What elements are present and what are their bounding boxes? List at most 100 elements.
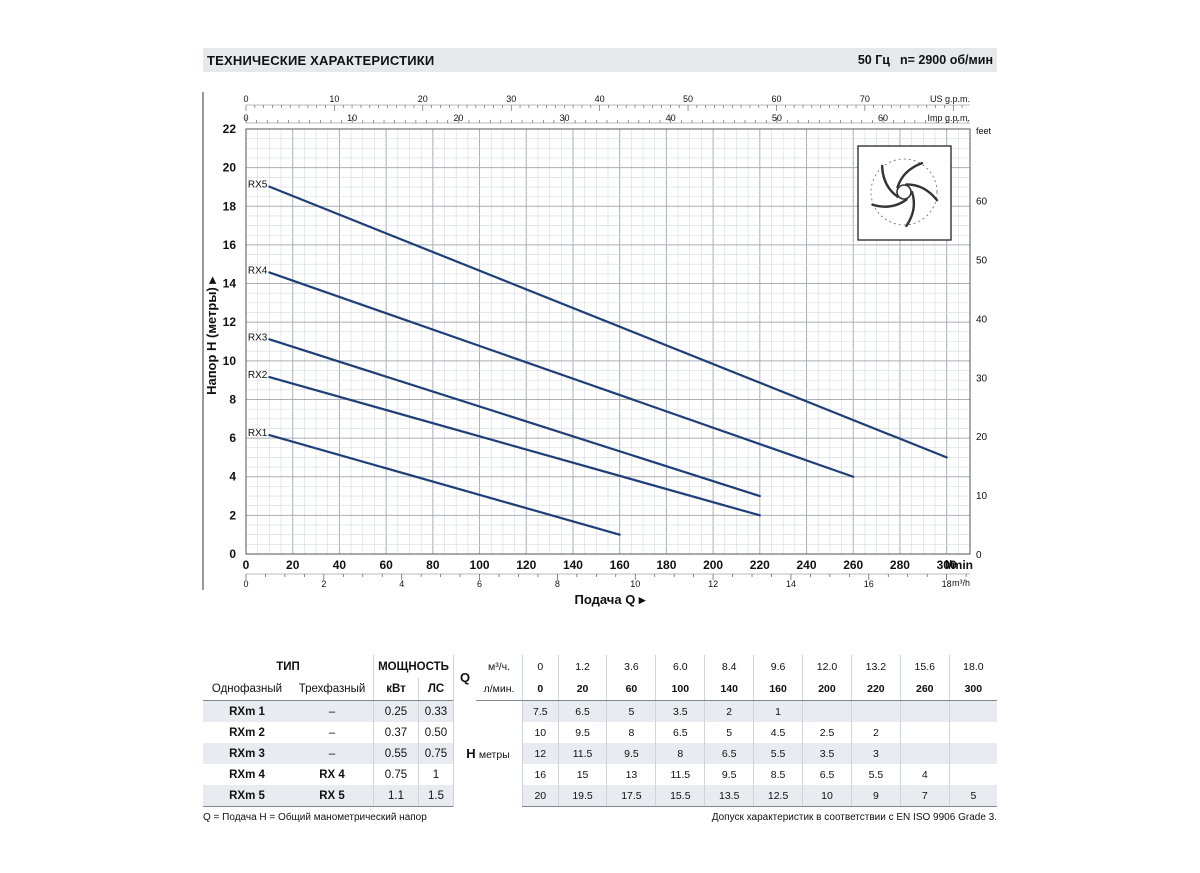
m3h-tick-label: 16 xyxy=(864,579,874,589)
model-single: RXm 5 xyxy=(203,785,291,807)
usgpm-tick-label: 0 xyxy=(243,94,248,104)
h-value: 5 xyxy=(948,785,997,807)
h-value: 2 xyxy=(850,722,901,743)
m3h-tick-label: 14 xyxy=(786,579,796,589)
m3h-unit-label: m³/h xyxy=(952,578,970,588)
h-value: 2.5 xyxy=(802,722,852,743)
h-value xyxy=(850,700,901,722)
q-m3-3: 6.0 xyxy=(655,655,705,678)
h-value: 16 xyxy=(522,764,559,785)
power-hp: 1 xyxy=(418,764,454,785)
x-lmin-tick-label: 300 xyxy=(937,558,957,572)
y-tick-label: 10 xyxy=(223,354,237,368)
h-value xyxy=(899,700,950,722)
power-kw: 0.75 xyxy=(373,764,419,785)
h-value xyxy=(948,722,997,743)
y-tick-label: 8 xyxy=(229,392,236,406)
h-value: 9.5 xyxy=(557,722,607,743)
h-label: H xyxy=(466,746,476,762)
x-lmin-tick-label: 140 xyxy=(563,558,583,572)
h-value: 17.5 xyxy=(606,785,656,807)
impgpm-tick-label: 50 xyxy=(772,113,782,123)
three-phase-header: Трехфазный xyxy=(291,678,374,701)
h-value: 15.5 xyxy=(655,785,705,807)
spec-header: ТЕХНИЧЕСКИЕ ХАРАКТЕРИСТИКИ 50 Гц n= 2900 … xyxy=(203,48,997,72)
curve-label-rx3: RX3 xyxy=(248,332,268,343)
power-kw: 0.55 xyxy=(373,743,419,764)
y-tick-label: 12 xyxy=(223,315,237,329)
feet-unit-label: feet xyxy=(976,126,992,136)
x-lmin-tick-label: 100 xyxy=(470,558,490,572)
q-lmin-7: 220 xyxy=(850,678,901,701)
x-lmin-tick-label: 40 xyxy=(333,558,347,572)
y-tick-label: 20 xyxy=(223,161,237,175)
m3h-tick-label: 18 xyxy=(942,579,952,589)
m3h-tick-label: 8 xyxy=(555,579,560,589)
h-value xyxy=(948,700,997,722)
table-row: RXm 4 RX 4 0.75 1 16 15 13 11.5 9.5 8.5 … xyxy=(203,764,997,785)
curve-label-rx4: RX4 xyxy=(248,265,268,276)
h-value: 3.5 xyxy=(655,700,705,722)
q-m3-1: 1.2 xyxy=(557,655,607,678)
q-lmin-0: 0 xyxy=(522,678,559,701)
h-value xyxy=(899,722,950,743)
h-value: 8 xyxy=(655,743,705,764)
impeller-vane xyxy=(905,183,939,202)
hp-header: ЛС xyxy=(418,678,454,701)
x-lmin-tick-label: 0 xyxy=(243,558,250,572)
model-single: RXm 1 xyxy=(229,705,265,718)
q-lmin-6: 200 xyxy=(802,678,852,701)
q-header: Q xyxy=(453,655,476,701)
q-m3-7: 13.2 xyxy=(850,655,901,678)
impeller-vane xyxy=(880,164,899,198)
power-kw: 1.1 xyxy=(373,785,419,807)
x-lmin-tick-label: 120 xyxy=(516,558,536,572)
rotation-speed: n= 2900 об/мин xyxy=(900,53,993,67)
h-value: 7 xyxy=(899,785,950,807)
x-lmin-tick-label: 180 xyxy=(656,558,676,572)
feet-tick-label: 0 xyxy=(976,550,982,561)
y-tick-label: 16 xyxy=(223,238,237,252)
h-value: 3.5 xyxy=(802,743,852,764)
y-tick-label: 4 xyxy=(229,470,236,484)
q-lmin-9: 300 xyxy=(948,678,997,701)
m3h-tick-label: 4 xyxy=(399,579,404,589)
h-value xyxy=(899,743,950,764)
impgpm-tick-label: 60 xyxy=(878,113,888,123)
h-value: 3 xyxy=(850,743,901,764)
impgpm-tick-label: 10 xyxy=(347,113,357,123)
impeller-outline xyxy=(870,158,938,226)
usgpm-tick-label: 10 xyxy=(329,94,339,104)
kw-header: кВт xyxy=(373,678,419,701)
feet-tick-label: 50 xyxy=(976,256,988,267)
h-value: 19.5 xyxy=(557,785,607,807)
spec-table: ТИП МОЩНОСТЬ Q м³/ч. 0 1.2 3.6 6.0 8.4 9… xyxy=(203,655,997,807)
x-lmin-tick-label: 240 xyxy=(797,558,817,572)
model-single: RXm 4 xyxy=(229,768,265,781)
impeller-vane xyxy=(905,190,916,228)
usgpm-tick-label: 50 xyxy=(683,94,693,104)
q-m3-4: 8.4 xyxy=(704,655,754,678)
x-lmin-unit-label: l/min xyxy=(945,558,973,572)
h-value: 2 xyxy=(704,700,754,722)
usgpm-tick-label: 40 xyxy=(595,94,605,104)
q-m3-2: 3.6 xyxy=(606,655,656,678)
impeller-vane xyxy=(896,161,924,189)
h-value: 4.5 xyxy=(753,722,803,743)
q-lmin-5: 160 xyxy=(753,678,803,701)
curve-rx1 xyxy=(268,433,621,536)
single-phase-header: Однофазный xyxy=(203,678,291,701)
curve-rx2 xyxy=(268,375,761,517)
x-lmin-tick-label: 260 xyxy=(843,558,863,572)
y-tick-label: 2 xyxy=(229,508,236,522)
q-unit-m3: м³/ч. xyxy=(487,660,511,673)
q-m3-6: 12.0 xyxy=(802,655,852,678)
y-tick-label: 22 xyxy=(223,122,237,136)
q-lmin-2: 60 xyxy=(606,678,656,701)
h-value: 5.5 xyxy=(850,764,901,785)
usgpm-tick-label: 60 xyxy=(771,94,781,104)
usgpm-tick-label: 20 xyxy=(418,94,428,104)
x-lmin-tick-label: 220 xyxy=(750,558,770,572)
q-lmin-8: 260 xyxy=(899,678,950,701)
